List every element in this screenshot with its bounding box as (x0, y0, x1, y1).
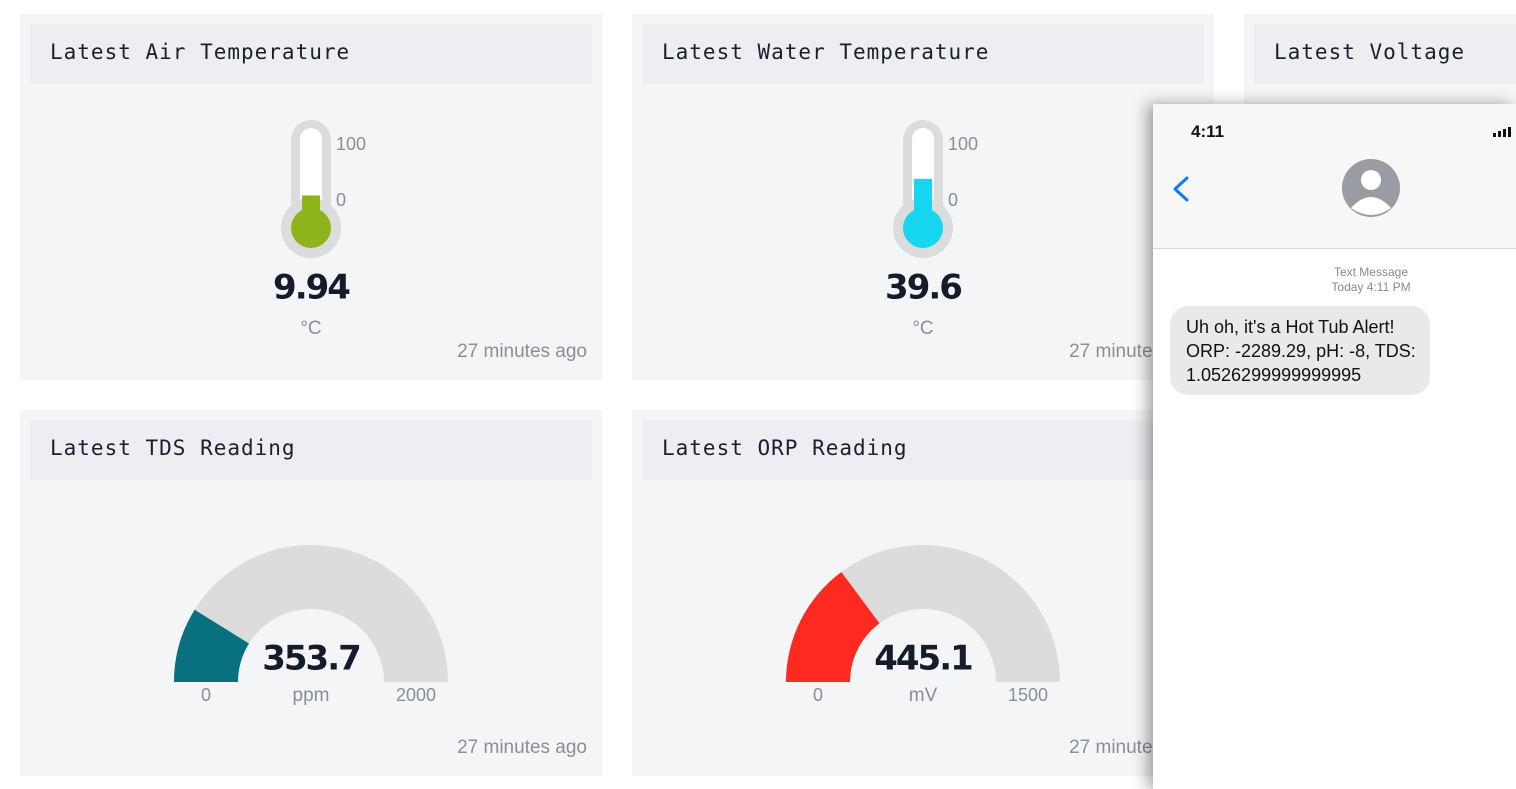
scale-max: 100 (948, 134, 978, 154)
unit: °C (300, 318, 321, 339)
value: 353.7 (262, 639, 360, 679)
message-line: ORP: -2289.29, pH: -8, TDS: (1186, 341, 1416, 361)
gauge-fill (786, 571, 880, 682)
message-bubble: Uh oh, it's a Hot Tub Alert! ORP: -2289.2… (1170, 306, 1430, 395)
updated-time: 27 minutes ago (457, 341, 587, 362)
scale-max: 2000 (396, 685, 436, 705)
message-type: Text Message (1333, 265, 1409, 279)
card-header (30, 420, 592, 480)
scale-min: 0 (948, 190, 958, 210)
gauge-fill (174, 609, 249, 682)
bulb-fill (903, 208, 943, 248)
avatar[interactable] (1342, 159, 1400, 217)
scale-max: 100 (336, 134, 366, 154)
card-header (1254, 24, 1516, 84)
unit: ppm (293, 685, 330, 706)
phone-header: 4:11 (1153, 104, 1516, 249)
bulb-fill (291, 208, 331, 248)
card-header (642, 420, 1204, 480)
phone-icons (1173, 127, 1511, 217)
card-header (642, 24, 1204, 84)
back-button[interactable] (1173, 176, 1189, 202)
message-time: Today 4:11 PM (1331, 280, 1411, 294)
message-line: 1.0526299999999995 (1186, 365, 1362, 385)
card-title: Latest TDS Reading (50, 436, 296, 460)
card-title: Latest Water Temperature (662, 40, 989, 64)
scale-min: 0 (336, 190, 346, 210)
widget-card: Latest TDS Reading 353.7 ppm 0 2000 27 minute… (20, 410, 602, 776)
card-title: Latest Voltage (1274, 40, 1465, 64)
card-title: Latest ORP Reading (662, 436, 908, 460)
card-title: Latest Air Temperature (50, 40, 350, 64)
value: 445.1 (874, 639, 972, 679)
message-line: Uh oh, it's a Hot Tub Alert! (1186, 317, 1395, 337)
card-header (30, 24, 592, 84)
scale-max: 1500 (1008, 685, 1048, 705)
value: 9.94 (273, 268, 350, 308)
scale-min: 0 (813, 685, 823, 705)
phone-screen: 4:11 Text Message Today 4:11 PM Uh oh, i… (1153, 104, 1516, 789)
value: 39.6 (885, 268, 961, 308)
widget-card: Latest Air Temperature 100 0 9.94 °C 27 minut… (20, 14, 602, 380)
scale-min: 0 (201, 685, 211, 705)
unit: °C (912, 318, 933, 339)
signal (1493, 127, 1511, 137)
unit: mV (909, 685, 938, 706)
updated-time: 27 minutes ago (457, 737, 587, 758)
clock: 4:11 (1191, 122, 1225, 141)
